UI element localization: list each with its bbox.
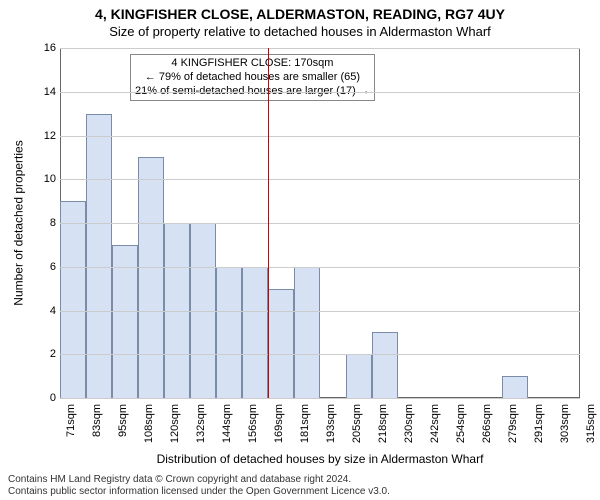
- histogram-chart: 4, KINGFISHER CLOSE, ALDERMASTON, READIN…: [0, 0, 600, 500]
- y-tick-label: 8: [30, 217, 56, 229]
- gridline: [60, 354, 580, 355]
- footnote-line-2: Contains public sector information licen…: [8, 486, 390, 498]
- chart-title: 4, KINGFISHER CLOSE, ALDERMASTON, READIN…: [0, 6, 600, 22]
- gridline: [60, 311, 580, 312]
- y-tick-label: 6: [30, 261, 56, 273]
- histogram-bar: [86, 114, 112, 398]
- histogram-bar: [268, 289, 294, 398]
- plot-area: 4 KINGFISHER CLOSE: 170sqm ← 79% of deta…: [60, 48, 580, 398]
- x-axis-label: Distribution of detached houses by size …: [60, 452, 580, 466]
- histogram-bar: [60, 201, 86, 398]
- histogram-bar: [138, 157, 164, 398]
- annotation-box: 4 KINGFISHER CLOSE: 170sqm ← 79% of deta…: [130, 54, 375, 101]
- annotation-line-1: 4 KINGFISHER CLOSE: 170sqm: [135, 57, 370, 71]
- y-tick-label: 10: [30, 173, 56, 185]
- x-tick-label: 315sqm: [585, 402, 597, 462]
- annotation-line-2: ← 79% of detached houses are smaller (65…: [135, 71, 370, 85]
- y-tick-label: 4: [30, 305, 56, 317]
- gridline: [60, 136, 580, 137]
- histogram-bar: [242, 267, 268, 398]
- gridline: [60, 92, 580, 93]
- y-tick-label: 12: [30, 130, 56, 142]
- histogram-bar: [372, 332, 398, 398]
- gridline: [60, 48, 580, 49]
- reference-line: [268, 48, 269, 398]
- chart-subtitle: Size of property relative to detached ho…: [0, 24, 600, 39]
- y-tick-label: 14: [30, 86, 56, 98]
- y-tick-label: 0: [30, 392, 56, 404]
- y-axis-label-container: Number of detached properties: [12, 48, 26, 398]
- y-axis-label: Number of detached properties: [12, 140, 26, 305]
- histogram-bar: [294, 267, 320, 398]
- gridline: [60, 223, 580, 224]
- y-tick-label: 2: [30, 348, 56, 360]
- histogram-bar: [502, 376, 528, 398]
- gridline: [60, 179, 580, 180]
- histogram-bar: [216, 267, 242, 398]
- footnote-line-1: Contains HM Land Registry data © Crown c…: [8, 474, 390, 486]
- y-tick-label: 16: [30, 42, 56, 54]
- footnote: Contains HM Land Registry data © Crown c…: [8, 474, 390, 498]
- histogram-bar: [112, 245, 138, 398]
- histogram-bar: [346, 354, 372, 398]
- gridline: [60, 398, 580, 399]
- gridline: [60, 267, 580, 268]
